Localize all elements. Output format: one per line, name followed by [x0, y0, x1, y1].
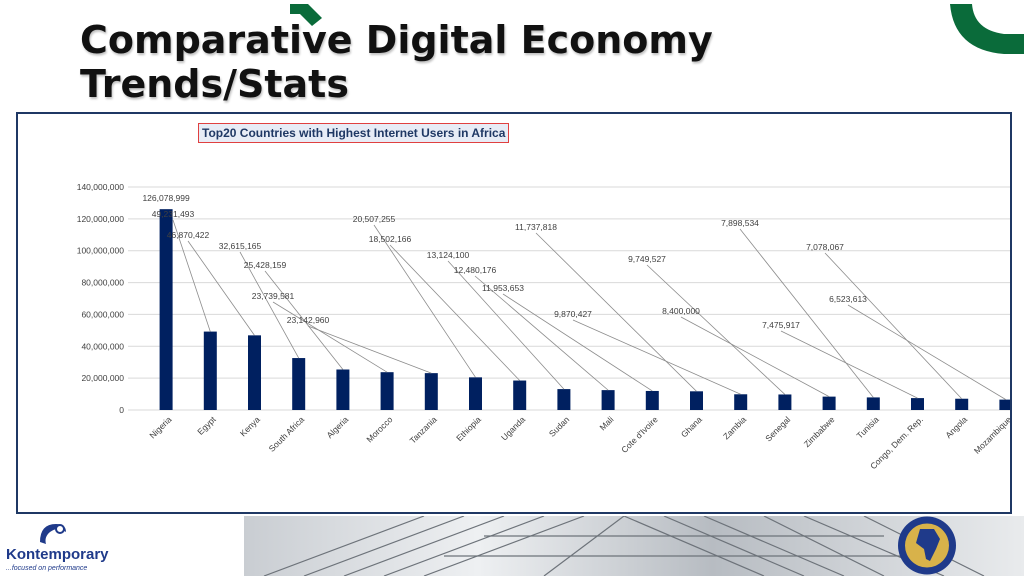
data-label: 9,749,527	[628, 254, 666, 264]
bar	[159, 209, 173, 410]
x-tick-label: Zambia	[721, 414, 748, 441]
x-tick-label: Egypt	[195, 414, 218, 437]
data-label: 13,124,100	[427, 250, 470, 260]
slide-title-line-2: Trends/Stats	[80, 62, 349, 106]
data-label: 6,523,613	[829, 294, 867, 304]
leader-line	[680, 316, 830, 397]
leader-line	[780, 330, 918, 399]
bar	[999, 399, 1010, 410]
leader-line	[447, 260, 565, 390]
x-tick-label: Algeria	[325, 414, 351, 440]
x-tick-label: Senegal	[763, 414, 792, 443]
leader-line	[739, 228, 874, 398]
x-tick-label: Zimbabwe	[802, 414, 837, 449]
data-label: 18,502,166	[369, 234, 412, 244]
bar	[380, 372, 394, 410]
x-tick-label: Kenya	[238, 414, 262, 438]
leader-line	[187, 240, 255, 336]
x-tick-label: Cote d'Ivoire	[619, 414, 660, 455]
x-tick-label: South Africa	[267, 414, 307, 454]
leader-line	[847, 304, 1007, 400]
x-tick-label: Angola	[943, 414, 969, 440]
data-label: 25,428,159	[244, 260, 287, 270]
leader-line	[824, 252, 962, 399]
leader-line	[389, 244, 520, 381]
leader-line	[572, 319, 741, 395]
logo-name: Kontemporary	[6, 546, 109, 563]
leader-line	[502, 293, 653, 392]
data-label: 20,507,255	[353, 214, 396, 224]
leader-line	[272, 301, 388, 373]
leader-line	[373, 224, 476, 378]
data-label: 11,953,653	[482, 283, 524, 293]
slide-title: Comparative Digital Economy Trends/Stats	[80, 18, 713, 106]
data-label: 23,142,960	[287, 315, 330, 325]
bar	[645, 390, 659, 410]
leader-line	[307, 325, 432, 374]
x-tick-label: Uganda	[499, 414, 527, 442]
y-tick-label: 140,000,000	[77, 182, 125, 192]
y-tick-label: 100,000,000	[77, 246, 125, 256]
y-tick-label: 0	[119, 405, 124, 415]
bar	[424, 373, 438, 410]
bar	[601, 390, 615, 410]
y-tick-label: 40,000,000	[81, 341, 124, 351]
data-label: 7,898,534	[721, 218, 759, 228]
bar	[292, 358, 306, 410]
bar	[911, 398, 924, 410]
data-label: 9,870,427	[554, 309, 592, 319]
data-label: 126,078,999	[142, 193, 190, 203]
logo-swirl-icon	[40, 524, 66, 544]
x-tick-label: Tanzania	[408, 414, 439, 445]
x-tick-label: Tunisia	[854, 414, 880, 440]
data-label: 12,480,176	[454, 265, 497, 275]
chart-title: Top20 Countries with Highest Internet Us…	[198, 123, 510, 143]
green-arc-decoration	[950, 4, 1024, 54]
x-tick-label: Nigeria	[147, 414, 173, 440]
bar	[203, 331, 217, 410]
leader-line	[535, 232, 697, 392]
data-label: 7,475,917	[762, 320, 800, 330]
data-label: 11,737,818	[515, 222, 557, 232]
y-tick-label: 80,000,000	[81, 278, 124, 288]
slide-title-line-1: Comparative Digital Economy	[80, 18, 713, 62]
data-label: 8,400,000	[662, 306, 700, 316]
bar-chart: 0 20,000,000 40,000,000 60,000,000 80,000,00…	[77, 182, 1010, 471]
bar	[248, 335, 261, 410]
y-tick-label: 20,000,000	[81, 373, 124, 383]
data-label: 49,231,493	[152, 209, 195, 219]
leader-line	[172, 219, 211, 332]
bar	[336, 369, 350, 410]
x-tick-label: Mozambique	[972, 414, 1010, 456]
leader-line	[264, 270, 344, 370]
bar	[513, 380, 527, 410]
leader-line	[239, 251, 300, 359]
bar	[690, 391, 703, 410]
x-tick-label: Ghana	[679, 414, 704, 439]
bar	[955, 398, 969, 410]
y-tick-label: 120,000,000	[77, 214, 125, 224]
leader-line	[474, 275, 609, 391]
x-tick-label: Mali	[597, 414, 615, 432]
bar	[469, 377, 482, 410]
bar	[778, 394, 792, 410]
data-label: 32,615,165	[219, 241, 262, 251]
data-label: 7,078,067	[806, 242, 844, 252]
y-tick-label: 60,000,000	[81, 309, 124, 319]
bar	[734, 394, 748, 410]
logo-tagline: ...focused on performance	[6, 565, 88, 572]
bar	[557, 389, 571, 410]
x-tick-label: Sudan	[547, 414, 572, 439]
chart-panel: Top20 Countries with Highest Internet Us…	[16, 112, 1012, 514]
data-label: 23,739,581	[252, 291, 295, 301]
bar	[822, 396, 836, 410]
x-tick-label: Ethiopia	[454, 414, 483, 443]
x-tick-label: Morocco	[364, 414, 394, 444]
green-chevron-decoration	[290, 4, 322, 26]
company-logo: Kontemporary ...focused on performance	[0, 516, 110, 576]
aficta-seal-logo	[898, 516, 956, 575]
leader-line	[646, 264, 786, 395]
data-label: 46,870,422	[167, 230, 210, 240]
bar	[866, 397, 880, 410]
